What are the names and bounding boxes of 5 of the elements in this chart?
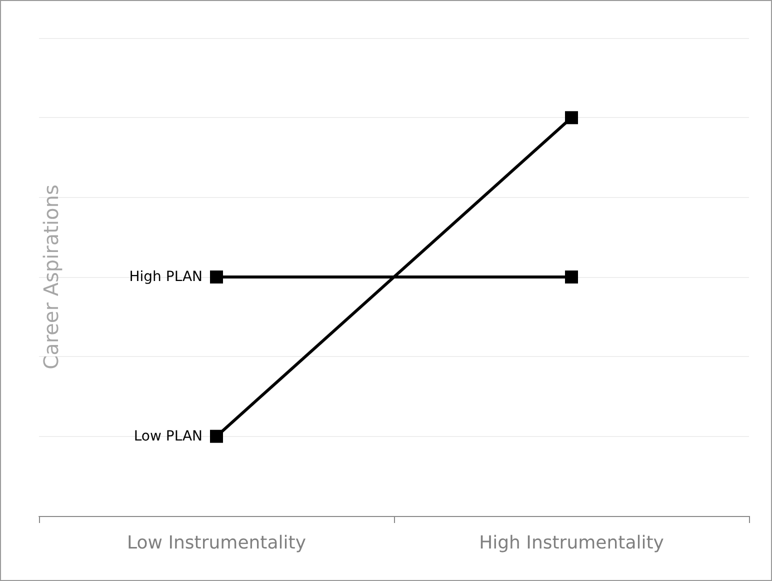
x-tick-label: High Instrumentality (479, 532, 664, 554)
x-tick-label: Low Instrumentality (127, 532, 306, 554)
y-axis-title: Career Aspirations (39, 184, 63, 370)
series-label: High PLAN (129, 269, 202, 285)
series-label: Low PLAN (134, 428, 202, 444)
